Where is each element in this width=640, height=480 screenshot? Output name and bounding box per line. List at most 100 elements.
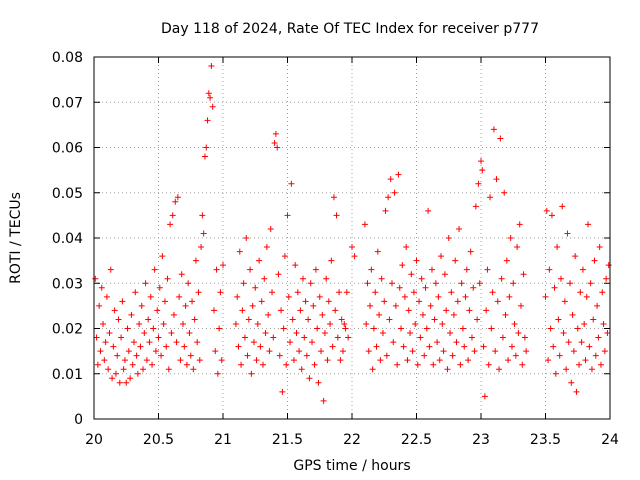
- data-point: [578, 339, 585, 346]
- data-point: [218, 357, 225, 364]
- data-point: [510, 280, 517, 287]
- data-point: [321, 330, 328, 337]
- data-point: [262, 330, 269, 337]
- y-tick-label: 0.04: [52, 231, 83, 247]
- data-point: [249, 302, 256, 309]
- data-point: [390, 339, 397, 346]
- data-point: [521, 334, 528, 341]
- data-point: [459, 325, 466, 332]
- data-point: [467, 248, 474, 255]
- data-point: [556, 352, 563, 359]
- data-point: [520, 271, 527, 278]
- data-point: [209, 103, 216, 110]
- data-point: [296, 348, 303, 355]
- data-point: [107, 266, 114, 273]
- data-point: [502, 311, 509, 318]
- data-point: [200, 230, 207, 237]
- data-point: [173, 339, 180, 346]
- data-point: [368, 266, 375, 273]
- data-point: [258, 298, 265, 305]
- data-point: [194, 339, 201, 346]
- data-point: [416, 298, 423, 305]
- data-point: [407, 330, 414, 337]
- data-point: [279, 388, 286, 395]
- data-point: [213, 266, 220, 273]
- data-point: [306, 375, 313, 382]
- data-point: [336, 289, 343, 296]
- data-point: [187, 352, 194, 359]
- data-point: [422, 284, 429, 291]
- data-point: [244, 352, 251, 359]
- data-point: [151, 266, 158, 273]
- data-point: [452, 257, 459, 264]
- data-point: [349, 244, 355, 251]
- data-point: [605, 262, 612, 269]
- data-point: [468, 334, 475, 341]
- data-point: [570, 348, 577, 355]
- data-point: [271, 139, 278, 146]
- data-point: [523, 348, 530, 355]
- data-point: [481, 393, 488, 400]
- data-point: [278, 307, 285, 314]
- data-point: [283, 361, 290, 368]
- data-point: [372, 289, 379, 296]
- data-point: [125, 348, 132, 355]
- data-point: [595, 334, 602, 341]
- data-point: [160, 320, 167, 327]
- data-point: [425, 207, 432, 214]
- data-point: [503, 257, 510, 264]
- data-point: [403, 244, 410, 251]
- data-point: [323, 275, 330, 282]
- data-point: [239, 307, 246, 314]
- data-point: [457, 361, 464, 368]
- data-point: [212, 348, 219, 355]
- data-point: [266, 348, 273, 355]
- data-points: [92, 63, 612, 404]
- data-point: [417, 334, 424, 341]
- data-point: [574, 325, 581, 332]
- data-point: [235, 343, 242, 350]
- data-point: [438, 253, 445, 260]
- data-point: [447, 330, 454, 337]
- data-point: [112, 370, 119, 377]
- data-point: [281, 253, 288, 260]
- data-point: [311, 361, 318, 368]
- data-point: [479, 167, 486, 174]
- data-point: [465, 357, 472, 364]
- data-point: [272, 130, 279, 137]
- data-point: [154, 307, 161, 314]
- data-point: [259, 361, 266, 368]
- data-point: [217, 289, 224, 296]
- data-point: [401, 293, 408, 300]
- data-point: [492, 348, 499, 355]
- x-axis-label: GPS time / hours: [293, 458, 410, 474]
- data-point: [546, 266, 553, 273]
- y-tick-label: 0.05: [52, 186, 83, 202]
- data-point: [143, 357, 150, 364]
- data-point: [431, 316, 438, 323]
- data-point: [587, 280, 594, 287]
- data-point: [263, 244, 270, 251]
- data-point: [427, 302, 434, 309]
- data-point: [177, 357, 184, 364]
- data-point: [253, 357, 260, 364]
- data-point: [178, 271, 185, 278]
- data-point: [189, 298, 196, 305]
- data-point: [247, 266, 254, 273]
- y-tick-label: 0.07: [52, 95, 83, 111]
- data-point: [163, 343, 170, 350]
- data-point: [496, 366, 503, 373]
- x-tick-label: 24: [601, 432, 619, 448]
- data-point: [241, 334, 248, 341]
- data-point: [199, 212, 206, 219]
- data-point: [305, 316, 312, 323]
- data-point: [97, 348, 104, 355]
- data-point: [106, 330, 113, 337]
- data-point: [560, 330, 567, 337]
- data-point: [387, 176, 394, 183]
- y-tick-label: 0.08: [52, 50, 83, 66]
- data-point: [176, 293, 183, 300]
- data-point: [439, 320, 446, 327]
- y-tick-label: 0: [74, 412, 83, 428]
- data-point: [236, 248, 243, 255]
